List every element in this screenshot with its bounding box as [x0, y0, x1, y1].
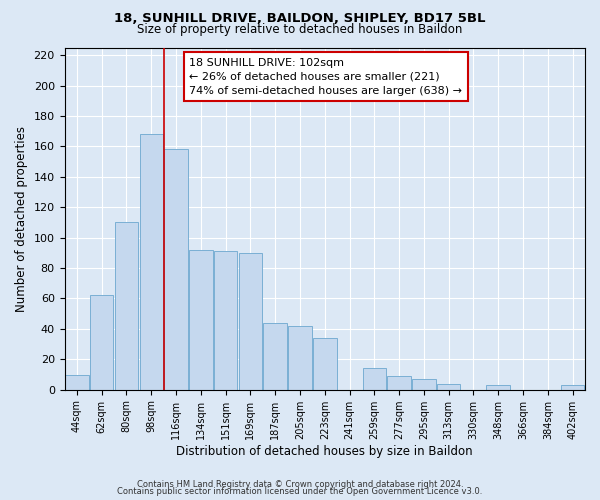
Text: Contains public sector information licensed under the Open Government Licence v3: Contains public sector information licen…	[118, 487, 482, 496]
Bar	[115, 222, 138, 390]
Bar	[288, 326, 312, 390]
Bar	[561, 385, 584, 390]
Text: 18, SUNHILL DRIVE, BAILDON, SHIPLEY, BD17 5BL: 18, SUNHILL DRIVE, BAILDON, SHIPLEY, BD1…	[114, 12, 486, 26]
Bar	[90, 296, 113, 390]
Bar	[362, 368, 386, 390]
Y-axis label: Number of detached properties: Number of detached properties	[15, 126, 28, 312]
Bar	[140, 134, 163, 390]
Bar	[487, 385, 510, 390]
Text: 18 SUNHILL DRIVE: 102sqm
← 26% of detached houses are smaller (221)
74% of semi-: 18 SUNHILL DRIVE: 102sqm ← 26% of detach…	[190, 58, 463, 96]
X-axis label: Distribution of detached houses by size in Baildon: Distribution of detached houses by size …	[176, 444, 473, 458]
Bar	[437, 384, 460, 390]
Bar	[263, 323, 287, 390]
Bar	[164, 150, 188, 390]
Bar	[388, 376, 411, 390]
Text: Contains HM Land Registry data © Crown copyright and database right 2024.: Contains HM Land Registry data © Crown c…	[137, 480, 463, 489]
Bar	[313, 338, 337, 390]
Text: Size of property relative to detached houses in Baildon: Size of property relative to detached ho…	[137, 22, 463, 36]
Bar	[412, 379, 436, 390]
Bar	[189, 250, 212, 390]
Bar	[214, 252, 238, 390]
Bar	[239, 253, 262, 390]
Bar	[65, 374, 89, 390]
